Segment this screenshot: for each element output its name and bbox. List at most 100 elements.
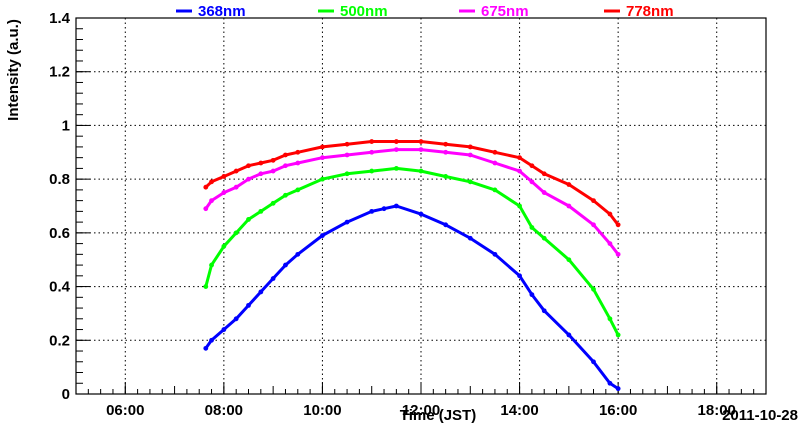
x-tick-label: 08:00 [205, 402, 243, 419]
data-point-500nm [270, 200, 276, 206]
x-tick-label: 12:00 [402, 402, 440, 419]
data-point-778nm [221, 174, 227, 179]
data-point-778nm [591, 198, 596, 204]
data-point-368nm [443, 222, 449, 228]
data-point-675nm [203, 206, 209, 212]
data-point-368nm [467, 235, 473, 241]
data-point-675nm [209, 198, 214, 204]
data-point-368nm [270, 276, 276, 281]
data-point-500nm [246, 217, 251, 222]
data-point-778nm [270, 157, 276, 163]
data-point-368nm [529, 292, 535, 298]
y-tick-label: 0 [62, 386, 70, 403]
data-point-500nm [233, 230, 239, 236]
legend-label: 368nm [198, 3, 246, 20]
data-point-368nm [283, 262, 288, 268]
data-point-675nm [615, 251, 621, 257]
data-point-778nm [203, 184, 209, 190]
data-point-778nm [344, 141, 350, 147]
data-point-500nm [203, 284, 209, 289]
x-tick-label: 10:00 [303, 402, 341, 419]
data-point-778nm [418, 139, 424, 144]
data-point-778nm [517, 155, 522, 161]
x-tick-label: 16:00 [599, 402, 637, 419]
data-point-778nm [492, 149, 498, 155]
series-line-675nm [204, 148, 620, 256]
data-point-675nm [221, 190, 227, 195]
y-tick-label: 0.4 [49, 279, 71, 296]
data-point-675nm [393, 147, 399, 153]
data-point-675nm [517, 168, 522, 174]
data-point-368nm [320, 233, 325, 238]
data-point-368nm [591, 359, 596, 365]
data-point-778nm [209, 179, 214, 185]
data-point-368nm [221, 327, 227, 332]
data-point-778nm [258, 160, 264, 166]
data-point-675nm [320, 155, 325, 161]
data-point-675nm [270, 168, 276, 174]
data-point-500nm [443, 174, 449, 179]
data-point-675nm [443, 149, 449, 155]
grid [76, 17, 766, 395]
data-point-500nm [591, 286, 596, 292]
data-point-778nm [233, 168, 239, 174]
data-point-500nm [295, 187, 301, 193]
data-point-368nm [369, 208, 375, 214]
data-point-368nm [344, 219, 350, 225]
data-point-500nm [258, 208, 264, 214]
data-point-675nm [467, 152, 473, 158]
data-point-500nm [517, 203, 522, 209]
data-point-675nm [418, 147, 424, 153]
date-label: 2011-10-28 [722, 407, 798, 424]
data-point-675nm [591, 222, 596, 228]
data-point-778nm [615, 222, 621, 228]
data-point-778nm [541, 171, 547, 177]
data-point-500nm [529, 225, 535, 230]
y-tick-label: 0.6 [49, 225, 70, 242]
data-point-368nm [418, 211, 424, 217]
y-axis-title: Intensity (a.u.) [5, 19, 22, 121]
legend-label: 500nm [340, 3, 388, 20]
data-point-778nm [467, 144, 473, 150]
data-point-500nm [209, 262, 214, 268]
data-point-500nm [320, 176, 325, 182]
x-tick-labels: 06:00 08:00 10:00 12:00 14:00 16:00 18:00 [106, 402, 736, 419]
data-point-675nm [566, 203, 572, 209]
series-368nm [203, 203, 621, 392]
data-point-368nm [566, 332, 572, 338]
x-tick-label: 14:00 [500, 402, 538, 419]
data-point-778nm [320, 144, 325, 150]
series-675nm [203, 147, 621, 257]
data-point-368nm [615, 386, 621, 392]
data-point-778nm [443, 141, 449, 147]
x-tick-label: 18:00 [698, 402, 736, 419]
y-tick-label: 0.2 [49, 332, 70, 349]
data-point-675nm [492, 160, 498, 166]
data-point-368nm [492, 251, 498, 257]
data-point-778nm [283, 152, 288, 158]
data-point-675nm [258, 171, 264, 177]
data-point-778nm [393, 139, 399, 144]
legend-label: 778nm [626, 3, 674, 20]
series-500nm [203, 166, 621, 338]
data-point-368nm [295, 251, 301, 257]
data-point-778nm [607, 211, 613, 217]
data-point-778nm [369, 139, 375, 144]
data-point-368nm [541, 308, 547, 314]
y-tick-labels: 0 0.2 0.4 0.6 0.8 1 1.2 1.4 [49, 10, 71, 403]
data-point-500nm [467, 179, 473, 185]
data-point-500nm [607, 316, 613, 322]
y-tick-label: 1.4 [49, 10, 71, 27]
data-point-368nm [233, 316, 239, 322]
data-point-368nm [258, 289, 264, 295]
data-point-500nm [566, 257, 572, 263]
y-tick-label: 1 [62, 117, 70, 134]
data-point-778nm [566, 182, 572, 187]
x-tick-label: 06:00 [106, 402, 144, 419]
data-point-675nm [344, 152, 350, 158]
data-point-778nm [246, 163, 251, 169]
data-point-675nm [246, 176, 251, 182]
legend: 368nm 500nm 675nm 778nm [176, 3, 674, 20]
data-point-778nm [529, 163, 535, 169]
data-point-368nm [381, 206, 387, 212]
